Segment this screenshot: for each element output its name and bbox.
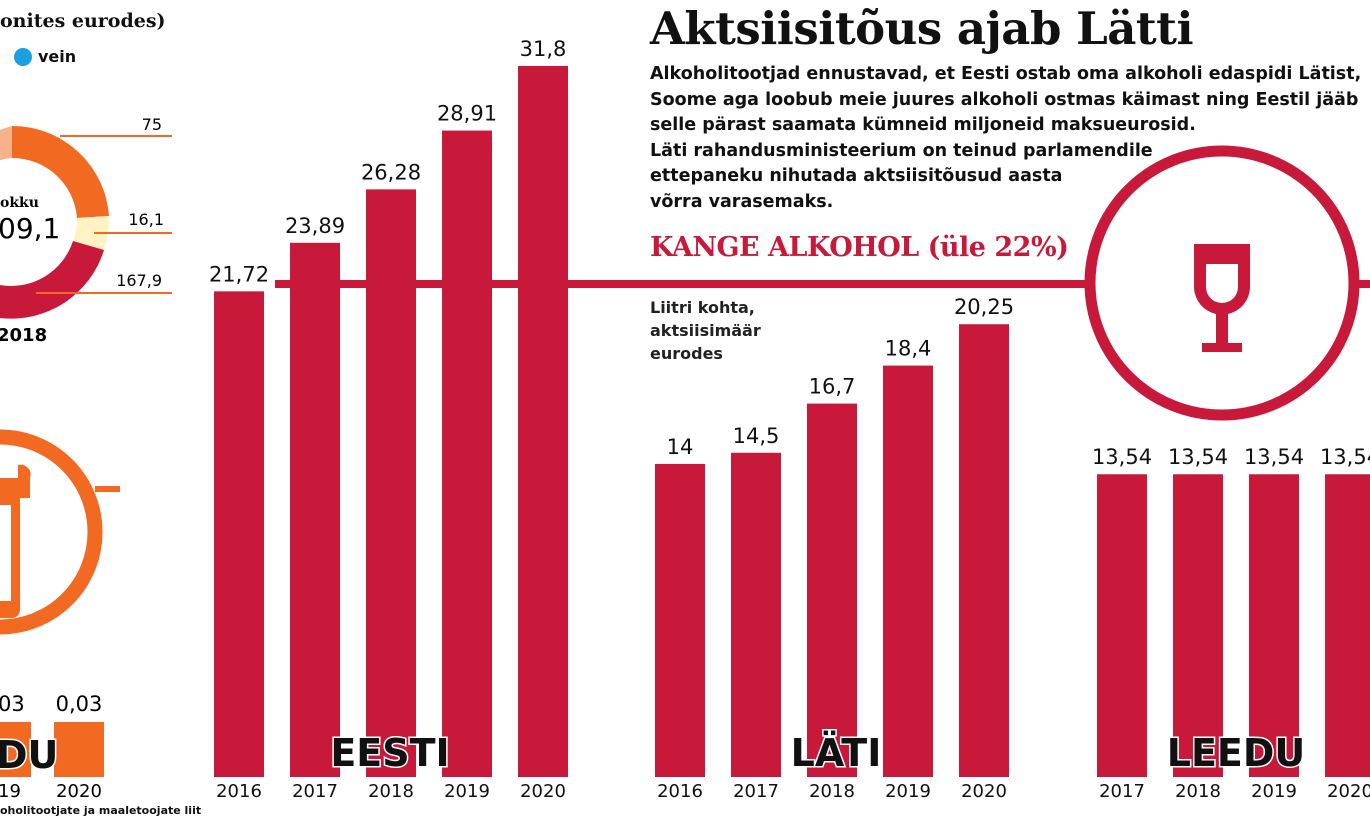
donut-center-value: 09,1 [0, 212, 60, 245]
beer-bar-value: 0,03 [56, 692, 103, 716]
divider-line [275, 280, 570, 288]
intro-line: selle pärast saamata kümneid miljoneid m… [650, 115, 1196, 135]
beer-icon [0, 429, 120, 635]
intro-text: Alkoholitootjad ennustavad, et Eesti ost… [650, 62, 1361, 215]
bar [366, 189, 416, 777]
year-tick-label: 2016 [216, 781, 262, 802]
donut-label: 16,1 [128, 210, 164, 229]
unit-note: Liitri kohta, aktsiisimäär eurodes [650, 296, 761, 365]
bar-value-label: 21,72 [209, 262, 269, 286]
year-tick-label: 2018 [1175, 781, 1221, 802]
legend: vein [14, 47, 76, 66]
beer-year-label: 19 [0, 781, 21, 802]
donut-label: 167,9 [116, 271, 162, 290]
donut-center-label: okku [0, 195, 39, 211]
bar [731, 452, 781, 777]
divider-line [570, 280, 1370, 288]
country-label: LÄTI [791, 731, 882, 775]
bar [883, 365, 933, 777]
bar-value-label: 16,7 [809, 375, 856, 399]
bar-value-label: 20,25 [954, 295, 1014, 319]
beer-year-label: 2020 [56, 781, 102, 802]
wine-glass-icon [1084, 145, 1360, 421]
bar [959, 324, 1009, 777]
intro-line: Alkoholitootjad ennustavad, et Eesti ost… [650, 64, 1362, 84]
bar-value-label: 23,89 [285, 214, 345, 238]
bar-chart-lati: 14 2016 14,5 2017 16,7 2018 18,4 2019 20,25 2020 L… [655, 295, 1014, 802]
year-tick-label: 2017 [1099, 781, 1145, 802]
bar [290, 242, 340, 778]
year-tick-label: 2019 [1251, 781, 1297, 802]
year-tick-label: 2020 [961, 781, 1007, 802]
year-tick-label: 2019 [444, 781, 490, 802]
intro-line: Läti rahandusministeerium on teinud parl… [650, 140, 1153, 161]
bar-value-label: 26,28 [361, 160, 421, 184]
unit-line: aktsiisimäär [650, 321, 761, 340]
intro-line: võrra varasemaks. [650, 191, 834, 212]
country-label: LEEDU [1167, 731, 1306, 775]
intro-line: ettepaneku nihutada aktsiisitõusud aasta [650, 166, 1063, 186]
bar [807, 403, 857, 777]
legend-wine-swatch [14, 47, 32, 66]
legend-wine-label: vein [38, 47, 77, 66]
unit-line: eurodes [650, 344, 723, 363]
bar [1173, 474, 1223, 777]
year-tick-label: 2018 [368, 781, 414, 802]
bar-value-label: 13,54 [1320, 445, 1370, 469]
bar [518, 65, 568, 777]
bar-value-label: 28,91 [437, 102, 497, 126]
bar [1097, 474, 1147, 777]
bar [214, 291, 264, 777]
bar-value-label: 31,8 [520, 37, 567, 61]
donut-year: 2018 [0, 325, 47, 346]
section-title: KANGE ALKOHOL (üle 22%) [650, 232, 1069, 263]
donut-chart: 75 16,1 167,9 okku 09,1 2018 [0, 115, 172, 346]
bar [1325, 474, 1370, 777]
bar [442, 130, 492, 778]
bar-value-label: 13,54 [1244, 445, 1304, 469]
donut-slice-light [0, 126, 12, 160]
intro-line: Soome aga loobub meie juures alkoholi os… [650, 89, 1359, 110]
year-tick-label: 2020 [520, 781, 566, 802]
unit-line: Liitri kohta, [650, 298, 755, 317]
year-tick-label: 2016 [657, 781, 703, 802]
year-tick-label: 2017 [733, 781, 779, 802]
beer-bar-value: 03 [0, 692, 25, 716]
bar-value-label: 13,54 [1092, 445, 1152, 469]
donut-slice-red [0, 241, 104, 319]
country-label: EESTI [330, 731, 449, 775]
bar-value-label: 14 [667, 435, 694, 459]
page-title: Aktsiisitõus ajab Lätti [650, 2, 1194, 55]
donut-slice-cream [73, 216, 110, 250]
source-note: oholitootjate ja maaletoojate liit [0, 804, 202, 817]
donut-slice-orange [12, 125, 109, 218]
bar-chart-eesti: 21,72 2016 23,89 2017 26,28 2018 28,91 2019 31,8… [209, 37, 568, 802]
beer-country-label: DU [0, 733, 58, 777]
left-chart-title: onites eurodes) [0, 10, 166, 32]
year-tick-label: 2019 [885, 781, 931, 802]
beer-bar [0, 722, 31, 777]
beer-bar [54, 722, 104, 777]
bar-chart-leedu: 13,54 2017 13,54 2018 13,54 2019 13,54 2020 LEED… [1092, 445, 1370, 802]
year-tick-label: 2018 [809, 781, 855, 802]
year-tick-label: 2017 [292, 781, 338, 802]
bar-value-label: 13,54 [1168, 445, 1228, 469]
bar-value-label: 14,5 [733, 424, 780, 448]
donut-label: 75 [142, 115, 162, 134]
bar-value-label: 18,4 [885, 337, 932, 361]
beer-bars: 03 0,03 DU 19 2020 [0, 692, 104, 802]
bar [655, 463, 705, 777]
year-tick-label: 2020 [1327, 781, 1370, 802]
bar [1249, 474, 1299, 777]
